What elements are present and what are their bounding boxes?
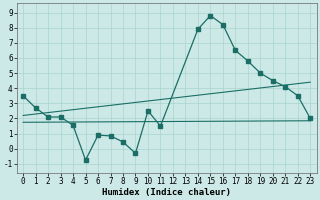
X-axis label: Humidex (Indice chaleur): Humidex (Indice chaleur) — [102, 188, 231, 197]
